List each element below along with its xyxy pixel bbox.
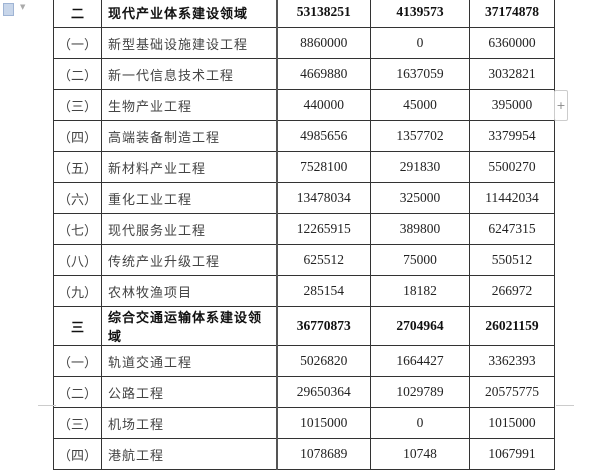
add-row-button[interactable]: + (554, 90, 568, 121)
data-table: 二现代产业体系建设领域 53138251 4139573 37174878 （一） 新型基… (53, 0, 555, 470)
table-row: 二现代产业体系建设领域 53138251 4139573 37174878 (53, 0, 555, 28)
row-name: 高端装备制造工程 (101, 120, 277, 152)
value-c: 3379954 (469, 120, 555, 152)
value-total: 1078689 (275, 438, 371, 470)
value-b: 4139573 (370, 0, 470, 28)
table-row: （一） 新型基础设施建设工程 8860000 0 6360000 (53, 27, 555, 59)
value-b: 1664427 (370, 345, 470, 377)
value-total: 8860000 (275, 27, 371, 59)
row-index: （六） (53, 182, 102, 214)
value-b: 291830 (370, 151, 470, 183)
value-b: 18182 (370, 275, 470, 307)
table-row: （六） 重化工业工程 13478034 325000 11442034 (53, 182, 555, 214)
value-total: 7528100 (275, 151, 371, 183)
row-index: （二） (53, 376, 102, 408)
row-name: 现代产业体系建设领域 (101, 0, 277, 28)
row-name: 生物产业工程 (101, 89, 277, 121)
value-b: 75000 (370, 244, 470, 276)
value-b: 45000 (370, 89, 470, 121)
row-index: （四） (53, 438, 102, 470)
table-row: 三综合交通运输体系建设领域 36770873 2704964 26021159 (53, 306, 555, 346)
value-c: 6247315 (469, 213, 555, 245)
value-total: 440000 (275, 89, 371, 121)
row-index: 二 (53, 0, 102, 28)
value-c: 3032821 (469, 58, 555, 90)
table-row: （五） 新材料产业工程 7528100 291830 5500270 (53, 151, 555, 183)
row-index: （七） (53, 213, 102, 245)
value-total: 12265915 (275, 213, 371, 245)
value-c: 1067991 (469, 438, 555, 470)
value-b: 10748 (370, 438, 470, 470)
value-c: 26021159 (469, 306, 555, 346)
table-row: （九） 农林牧渔项目 285154 18182 266972 (53, 275, 555, 307)
table-row: （四） 高端装备制造工程 4985656 1357702 3379954 (53, 120, 555, 152)
value-c: 3362393 (469, 345, 555, 377)
row-name: 新材料产业工程 (101, 151, 277, 183)
value-total: 13478034 (275, 182, 371, 214)
value-c: 11442034 (469, 182, 555, 214)
row-index: （九） (53, 275, 102, 307)
value-c: 6360000 (469, 27, 555, 59)
table-row: （七） 现代服务业工程 12265915 389800 6247315 (53, 213, 555, 245)
value-total: 36770873 (275, 306, 371, 346)
value-total: 285154 (275, 275, 371, 307)
row-index: （一） (53, 27, 102, 59)
row-index: 三 (53, 306, 102, 346)
dropdown-caret-icon[interactable]: ▼ (20, 3, 26, 11)
row-index: （四） (53, 120, 102, 152)
value-total: 625512 (275, 244, 371, 276)
page-corner-mark (556, 405, 574, 416)
value-c: 395000 (469, 89, 555, 121)
value-c: 1015000 (469, 407, 555, 439)
page-corner-mark (38, 405, 56, 416)
value-b: 1357702 (370, 120, 470, 152)
row-index: （八） (53, 244, 102, 276)
value-b: 389800 (370, 213, 470, 245)
value-c: 5500270 (469, 151, 555, 183)
value-total: 4985656 (275, 120, 371, 152)
value-total: 4669880 (275, 58, 371, 90)
table-row: （八） 传统产业升级工程 625512 75000 550512 (53, 244, 555, 276)
table-row: （一） 轨道交通工程 5026820 1664427 3362393 (53, 345, 555, 377)
row-index: （三） (53, 407, 102, 439)
row-index: （三） (53, 89, 102, 121)
value-total: 53138251 (275, 0, 371, 28)
row-name: 轨道交通工程 (101, 345, 277, 377)
row-name: 机场工程 (101, 407, 277, 439)
table-row: （三） 机场工程 1015000 0 1015000 (53, 407, 555, 439)
row-name: 现代服务业工程 (101, 213, 277, 245)
row-index: （二） (53, 58, 102, 90)
table-row: （四） 港航工程 1078689 10748 1067991 (53, 438, 555, 470)
value-b: 2704964 (370, 306, 470, 346)
row-name: 综合交通运输体系建设领域 (101, 306, 277, 346)
table-row: （二） 公路工程 29650364 1029789 20575775 (53, 376, 555, 408)
value-b: 0 (370, 27, 470, 59)
row-name: 新一代信息技术工程 (101, 58, 277, 90)
row-name: 公路工程 (101, 376, 277, 408)
value-c: 550512 (469, 244, 555, 276)
row-name: 港航工程 (101, 438, 277, 470)
value-total: 1015000 (275, 407, 371, 439)
value-total: 29650364 (275, 376, 371, 408)
document-icon[interactable] (3, 3, 14, 16)
value-b: 1029789 (370, 376, 470, 408)
row-name: 重化工业工程 (101, 182, 277, 214)
value-c: 20575775 (469, 376, 555, 408)
value-c: 37174878 (469, 0, 555, 28)
table-row: （二） 新一代信息技术工程 4669880 1637059 3032821 (53, 58, 555, 90)
value-b: 0 (370, 407, 470, 439)
value-b: 325000 (370, 182, 470, 214)
value-total: 5026820 (275, 345, 371, 377)
row-name: 传统产业升级工程 (101, 244, 277, 276)
row-index: （一） (53, 345, 102, 377)
row-name: 农林牧渔项目 (101, 275, 277, 307)
value-b: 1637059 (370, 58, 470, 90)
value-c: 266972 (469, 275, 555, 307)
table-row: （三） 生物产业工程 440000 45000 395000 (53, 89, 555, 121)
row-index: （五） (53, 151, 102, 183)
row-name: 新型基础设施建设工程 (101, 27, 277, 59)
